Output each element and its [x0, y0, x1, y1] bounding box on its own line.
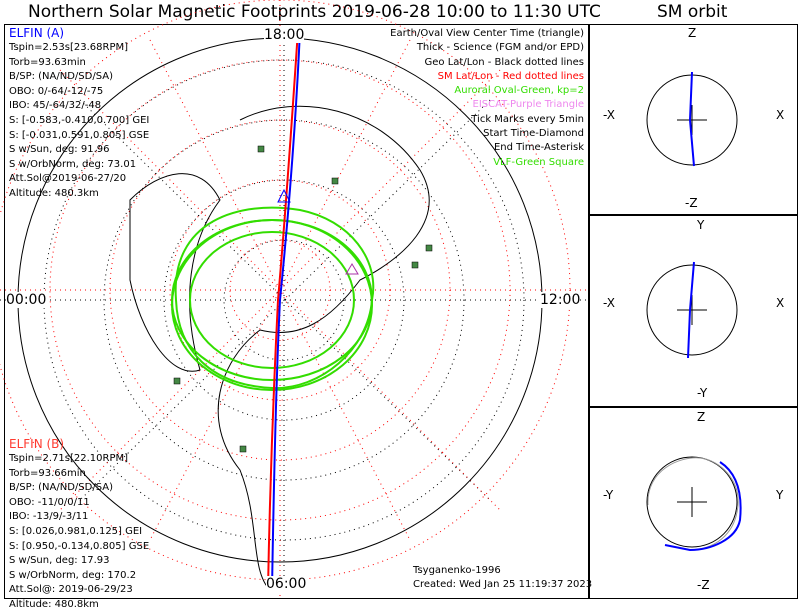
created-timestamp: Created: Wed Jan 25 11:19:37 2023	[413, 579, 593, 590]
model-credit: Tsyganenko-1996	[413, 565, 501, 576]
legend: Earth/Oval View Center Time (triangle) Th…	[390, 27, 584, 170]
sm1-bottom: -Z	[685, 196, 698, 210]
eiscat-triangle	[345, 263, 359, 275]
legend-item: Tick Marks every 5min	[471, 113, 584, 125]
legend-item: Start Time-Diamond	[483, 128, 584, 140]
sm2-right: X	[776, 296, 785, 310]
elfin-b-info-line: S w/Sun, deg: 17.93	[9, 555, 110, 567]
elfin-b-info-line: IBO: -13/9/-3/11	[9, 511, 89, 523]
elfin-a-track	[271, 29, 301, 591]
time-label-right: 12:00	[540, 292, 581, 308]
elfin-b-info-line: Att.Sol@: 2019-06-29/23	[9, 584, 133, 596]
elfin-a-name: ELFIN (A)	[9, 26, 65, 40]
coastline-2	[129, 173, 221, 372]
elfin-a-info-line: S w/Sun, deg: 91.96	[9, 144, 110, 156]
elfin-b-info-line: OBO: -11/0/0/11	[9, 496, 90, 508]
legend-item: Thick - Science (FGM and/or EPD)	[416, 42, 584, 54]
elfin-b-info: ELFIN (B) Tspin=2.71s[22.10RPM] Torb=93.6…	[9, 437, 149, 613]
elfin-a-info-line: S: [-0.031,0.591,0.805] GSE	[9, 129, 150, 141]
sm3-top: Z	[697, 410, 706, 424]
elfin-b-info-line: Altitude: 480.8km	[9, 598, 99, 610]
sm-panel-xy	[588, 214, 798, 408]
sm1-right: X	[776, 108, 785, 122]
elfin-b-info-line: B/SP: (NA/ND/SD/SA)	[9, 482, 113, 494]
elfin-b-info-line: S: [0.026,0.981,0.125] GEI	[9, 525, 143, 537]
legend-item: End Time-Asterisk	[493, 142, 584, 154]
sm3-right: Y	[776, 488, 784, 502]
legend-item: VLF-Green Square	[493, 156, 584, 168]
sm3-bottom: -Z	[697, 578, 710, 592]
vlf-squares	[173, 145, 433, 453]
elfin-a-info-line: S: [-0.583,-0.410,0.700] GEI	[9, 114, 150, 126]
sm1-top: Z	[688, 26, 697, 40]
plot-title: Northern Solar Magnetic Footprints 2019-…	[28, 2, 601, 22]
sm2-bottom: -Y	[697, 386, 708, 400]
footprint-map-frame	[4, 24, 590, 599]
elfin-b-info-line: S w/OrbNorm, deg: 170.2	[9, 569, 137, 581]
elfin-a-info-line: B/SP: (NA/ND/SD/SA)	[9, 71, 113, 83]
legend-item: SM Lat/Lon - Red dotted lines	[437, 70, 584, 82]
elfin-a-info-line: Tspin=2.53s[23.68RPM]	[9, 42, 129, 53]
elfin-b-info-line: Torb=93.66min	[9, 467, 86, 479]
elfin-a-info-line: Altitude: 480.3km	[9, 187, 99, 199]
elfin-a-info-line: S w/OrbNorm, deg: 73.01	[9, 158, 137, 170]
coastline	[217, 105, 430, 591]
legend-item: Geo Lat/Lon - Black dotted lines	[424, 56, 584, 68]
elfin-b-info-line: S: [0.950,-0.134,0.805] GSE	[9, 540, 150, 552]
sm-panel-yz	[588, 406, 798, 599]
view-center-triangle	[277, 188, 291, 203]
legend-item: Auroral Oval-Green, kp=2	[454, 85, 584, 97]
time-label-bottom: 06:00	[266, 576, 307, 592]
geo-grid	[0, 30, 588, 590]
elfin-a-info-line: Att.Sol@2019-06-27/20	[9, 173, 127, 185]
time-label-top: 18:00	[264, 27, 305, 43]
elfin-a-info: ELFIN (A) Tspin=2.53s[23.68RPM] Torb=93.6…	[9, 26, 149, 202]
sm-orbit-title: SM orbit	[657, 2, 728, 22]
elfin-a-info-line: IBO: 45/-64/32/-48	[9, 100, 102, 112]
sm-grid	[0, 0, 588, 600]
elfin-b-track	[267, 29, 299, 591]
auroral-oval-inner2	[189, 231, 355, 369]
sm2-top: Y	[697, 218, 705, 232]
sm2-left: -X	[603, 296, 615, 310]
elfin-a-info-line: Torb=93.63min	[9, 56, 86, 68]
legend-item: Earth/Oval View Center Time (triangle)	[390, 28, 584, 39]
auroral-oval	[174, 206, 375, 390]
time-label-left: 00:00	[6, 292, 47, 308]
sm-panel-xz	[588, 24, 798, 216]
legend-item: EISCAT-Purple Triangle	[472, 99, 585, 111]
elfin-b-info-line: Tspin=2.71s[22.10RPM]	[9, 453, 129, 464]
sm1-left: -X	[603, 108, 615, 122]
sm3-left: -Y	[603, 488, 614, 502]
auroral-oval-outer	[171, 219, 373, 391]
elfin-b-name: ELFIN (B)	[9, 437, 65, 451]
elfin-a-info-line: OBO: 0/-64/-12/-75	[9, 85, 104, 97]
